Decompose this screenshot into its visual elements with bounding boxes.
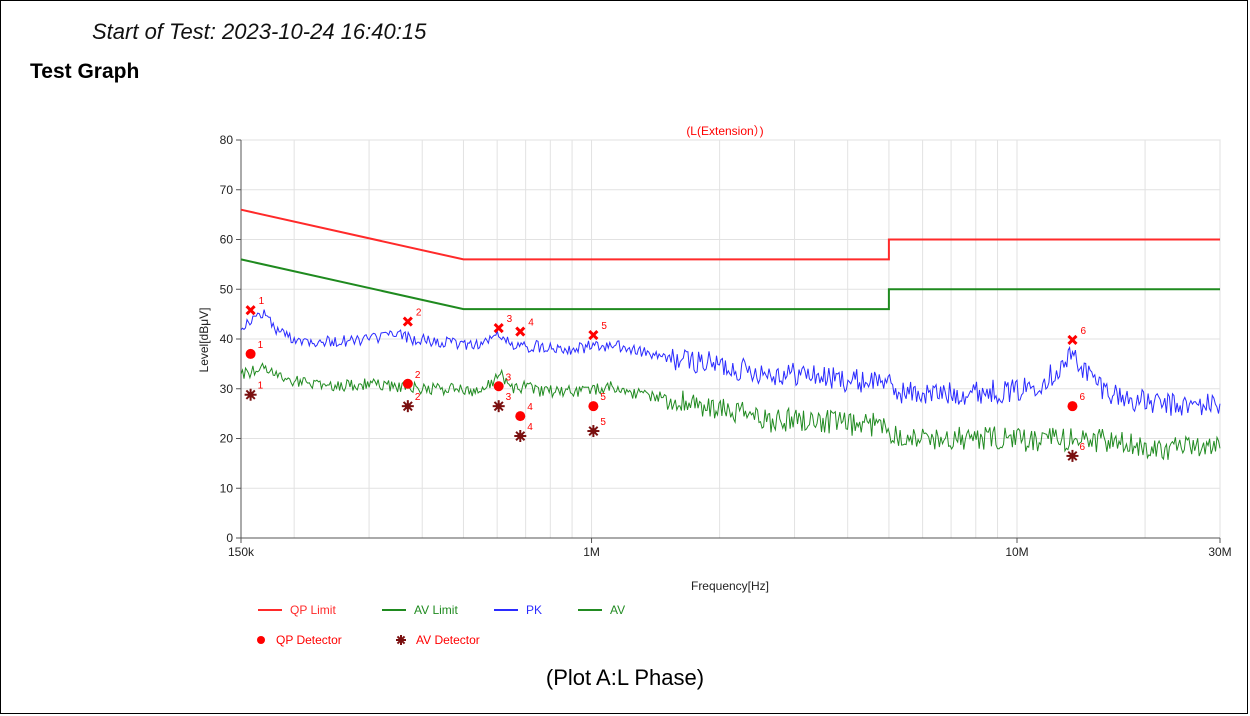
- legend-label: QP Limit: [290, 603, 336, 617]
- av-detector-point: [244, 388, 257, 401]
- x-tick-label: 10M: [1005, 545, 1028, 559]
- qp-detector-point: [1067, 401, 1078, 412]
- qp-detector-label: 5: [600, 392, 606, 403]
- legend-label: AV Limit: [414, 603, 458, 617]
- av-detector-label: 4: [527, 422, 533, 433]
- series-av-line: [240, 362, 1221, 461]
- qp-detector-point: [588, 401, 599, 412]
- test-graph-heading: Test Graph: [30, 60, 140, 83]
- legend-item-av: AV: [578, 603, 625, 617]
- qp-detector-point: [515, 411, 526, 422]
- x-tick-label: 150k: [228, 545, 255, 559]
- x-tick-label: 1M: [583, 545, 600, 559]
- peak-marker-x-stroke: [588, 329, 599, 341]
- av-detector-core: [590, 428, 597, 435]
- av-detector-core: [404, 403, 411, 410]
- av-detector-label: 5: [600, 417, 606, 428]
- y-tick-label: 0: [226, 531, 233, 545]
- peak-marker-x-stroke: [493, 322, 504, 334]
- legend-item-av-detector: AV Detector: [396, 633, 480, 647]
- y-tick-label: 10: [220, 481, 234, 495]
- peak-marker: 2: [402, 308, 422, 327]
- legend-star-swatch: [396, 635, 406, 645]
- peak-marker-x-stroke: [1067, 334, 1078, 346]
- legend-label: AV Detector: [416, 633, 480, 647]
- qp-detector-label: 6: [1079, 392, 1085, 403]
- y-tick-label: 80: [220, 133, 234, 147]
- qp-detector-label: 1: [258, 340, 264, 351]
- av-detector-point: [587, 425, 600, 438]
- peak-marker: 3: [493, 314, 513, 334]
- y-tick-label: 70: [220, 183, 234, 197]
- peak-marker-label: 3: [507, 314, 513, 325]
- av-detector-point: [1066, 449, 1079, 462]
- y-tick-label: 50: [220, 282, 234, 296]
- qp-detector-label: 2: [415, 370, 421, 381]
- peak-marker-x-stroke: [515, 326, 526, 337]
- peak-marker-label: 2: [416, 308, 422, 319]
- qp-detector-label: 3: [506, 372, 512, 383]
- emission-chart: 0 10 20 30 40 50 60 70 80 150k 1M 10M 30M 1 2 3 4 5 6 1 2 3 4…: [197, 124, 1232, 647]
- y-tick-label: 60: [220, 233, 234, 247]
- av-detector-label: 3: [506, 392, 512, 403]
- av-detector-label: 2: [415, 392, 421, 403]
- av-detector-point: [401, 400, 414, 413]
- av-detector-core: [517, 433, 524, 440]
- qp-detector-point: [493, 381, 504, 392]
- legend-label: PK: [526, 603, 542, 617]
- peak-marker-label: 4: [528, 318, 534, 329]
- av-detector-core: [247, 391, 254, 398]
- peak-marker-label: 5: [601, 321, 607, 332]
- peak-marker-label: 1: [259, 296, 265, 307]
- marker-layer: 1 2 3 4 5 6 1 2 3 4 5 6 1 2 3 4 5 6: [244, 296, 1086, 462]
- qp-detector-label: 4: [527, 402, 533, 413]
- plot-caption: (Plot A:L Phase): [545, 665, 705, 690]
- chart-title: (L(Extension）): [686, 124, 763, 138]
- x-axis-title: Frequency[Hz]: [691, 579, 769, 593]
- peak-marker: 4: [515, 318, 534, 337]
- av-detector-label: 6: [1079, 442, 1085, 453]
- series-layer: [240, 208, 1221, 461]
- series-pk-line: [240, 309, 1221, 416]
- av-detector-point: [492, 400, 505, 413]
- legend-star-ray: [396, 635, 406, 645]
- y-axis-title: Level[dBμV]: [197, 308, 211, 373]
- av-detector-label: 1: [258, 381, 264, 392]
- peak-marker-x-stroke: [402, 316, 413, 327]
- y-tick-label: 30: [220, 382, 234, 396]
- axis-layer: 0 10 20 30 40 50 60 70 80 150k 1M 10M 30M: [220, 133, 1232, 559]
- series-av-limit-line: [240, 258, 1220, 311]
- av-detector-core: [1069, 452, 1076, 459]
- legend-label: QP Detector: [276, 633, 342, 647]
- qp-detector-point: [245, 348, 256, 359]
- av-detector-point: [514, 430, 527, 443]
- av-detector-core: [495, 403, 502, 410]
- legend-item-qp-limit: QP Limit: [258, 603, 336, 617]
- series-qp-limit-line: [240, 208, 1220, 261]
- peak-marker-x-stroke: [245, 305, 256, 316]
- legend-item-av-limit: AV Limit: [382, 603, 458, 617]
- peak-marker: 1: [245, 296, 265, 316]
- start-of-test-text: Start of Test: 2023-10-24 16:40:15: [92, 19, 427, 44]
- x-tick-label: 30M: [1208, 545, 1231, 559]
- legend-item-qp-detector: QP Detector: [257, 633, 342, 647]
- peak-marker: 5: [588, 321, 607, 341]
- legend-item-pk: PK: [494, 603, 542, 617]
- legend: QP Limit AV Limit PK AV QP Detector AV Detect…: [257, 603, 625, 647]
- qp-detector-point: [402, 378, 413, 389]
- y-tick-label: 20: [220, 432, 234, 446]
- y-tick-label: 40: [220, 332, 234, 346]
- peak-marker-label: 6: [1080, 326, 1086, 337]
- legend-dot-swatch: [257, 636, 265, 644]
- legend-label: AV: [610, 603, 625, 617]
- peak-marker: 6: [1067, 326, 1086, 346]
